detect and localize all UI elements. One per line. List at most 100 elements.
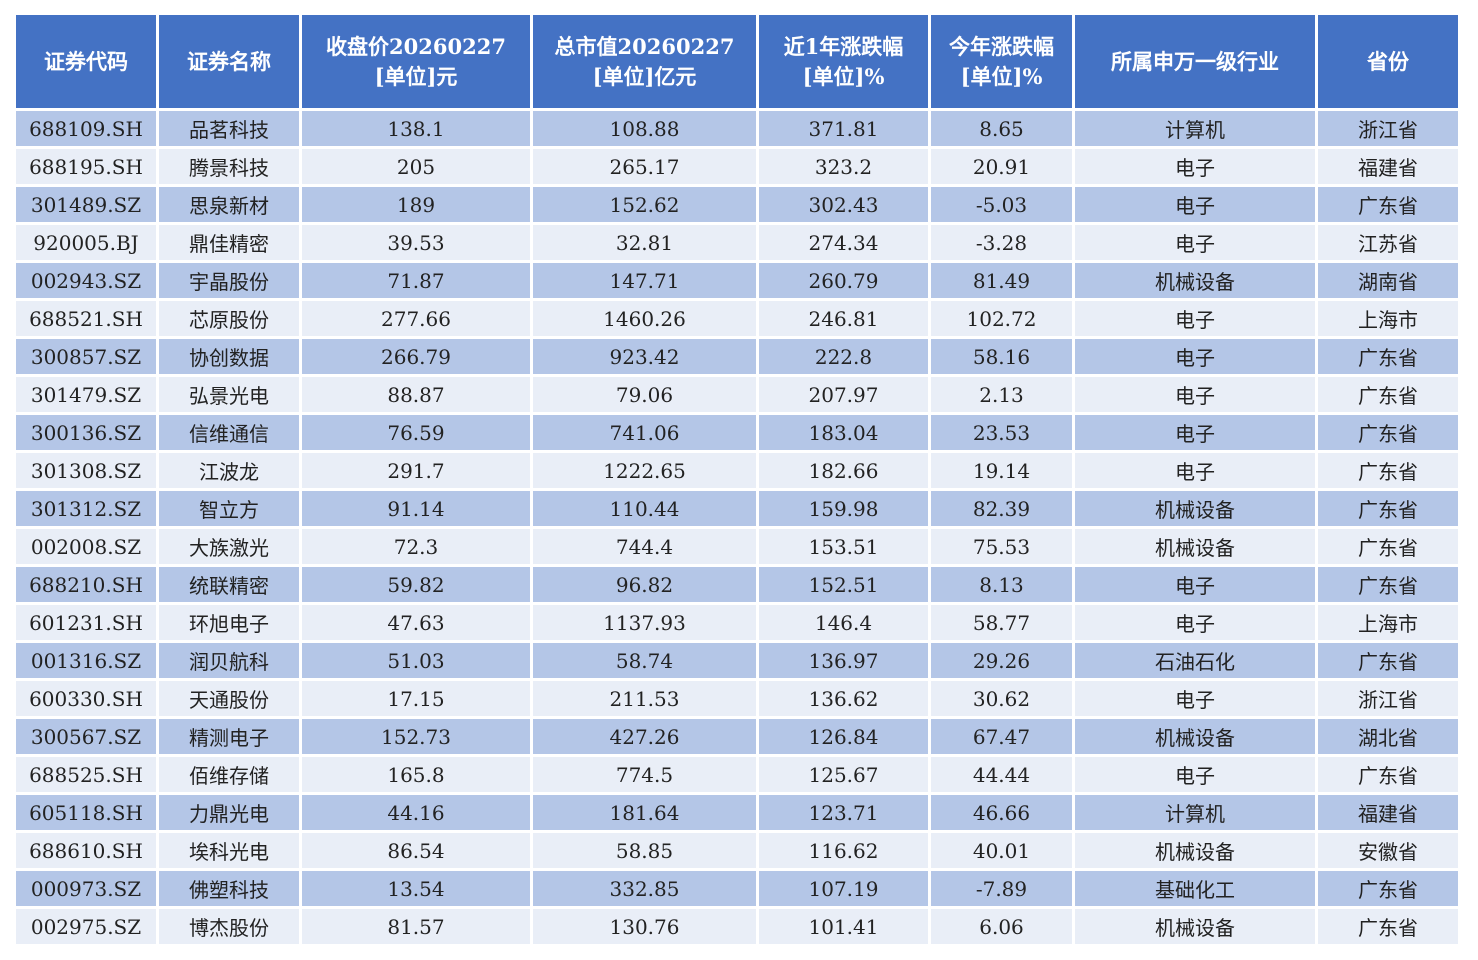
table-cell: 23.53 <box>931 415 1072 450</box>
table-cell: 277.66 <box>302 301 530 336</box>
table-row: 688525.SH 佰维存储 165.8 774.5 125.67 44.44 电子 广东省 <box>16 757 1458 792</box>
table-row: 300857.SZ 协创数据 266.79 923.42 222.8 58.16 电子 广东省 <box>16 339 1458 374</box>
table-cell: 130.76 <box>533 909 756 944</box>
table-row: 000973.SZ 佛塑科技 13.54 332.85 107.19 -7.89 基础化工广… <box>16 871 1458 906</box>
table-cell: 110.44 <box>533 491 756 526</box>
table-cell: 58.85 <box>533 833 756 868</box>
table-cell: 136.97 <box>759 643 928 678</box>
table-cell: 274.34 <box>759 225 928 260</box>
table-cell: 力鼎光电 <box>159 795 299 830</box>
table-cell: 002975.SZ <box>16 909 156 944</box>
table-cell: 427.26 <box>533 719 756 754</box>
table-cell: 湖南省 <box>1318 263 1458 298</box>
table-cell: 211.53 <box>533 681 756 716</box>
table-cell: 207.97 <box>759 377 928 412</box>
table-cell: 埃科光电 <box>159 833 299 868</box>
table-row: 688210.SH 统联精密 59.82 96.82 152.51 8.13 电子 广东省 <box>16 567 1458 602</box>
table-cell: 159.98 <box>759 491 928 526</box>
table-cell: 机械设备 <box>1075 491 1315 526</box>
table-cell: 301312.SZ <box>16 491 156 526</box>
table-cell: 260.79 <box>759 263 928 298</box>
table-cell: 001316.SZ <box>16 643 156 678</box>
table-cell: 332.85 <box>533 871 756 906</box>
table-cell: 002008.SZ <box>16 529 156 564</box>
table-cell: 广东省 <box>1318 415 1458 450</box>
table-cell: 183.04 <box>759 415 928 450</box>
table-cell: 46.66 <box>931 795 1072 830</box>
table-cell: 39.53 <box>302 225 530 260</box>
table-cell: 广东省 <box>1318 871 1458 906</box>
table-cell: 774.5 <box>533 757 756 792</box>
table-cell: 291.7 <box>302 453 530 488</box>
table-cell: 744.4 <box>533 529 756 564</box>
table-cell: 58.16 <box>931 339 1072 374</box>
table-cell: 计算机 <box>1075 111 1315 146</box>
table-cell: 8.65 <box>931 111 1072 146</box>
table-cell: 29.26 <box>931 643 1072 678</box>
table-cell: 101.41 <box>759 909 928 944</box>
table-cell: 电子 <box>1075 605 1315 640</box>
table-cell: 2.13 <box>931 377 1072 412</box>
table-cell: -3.28 <box>931 225 1072 260</box>
table-row: 301312.SZ 智立方 91.14 110.44 159.98 82.39 机械设备 广东… <box>16 491 1458 526</box>
table-cell: 91.14 <box>302 491 530 526</box>
table-cell: 44.44 <box>931 757 1072 792</box>
table-cell: 1222.65 <box>533 453 756 488</box>
table-cell: 江苏省 <box>1318 225 1458 260</box>
table-cell: 96.82 <box>533 567 756 602</box>
table-cell: 电子 <box>1075 453 1315 488</box>
table-cell: 75.53 <box>931 529 1072 564</box>
table-body: 688109.SH 品茗科技 138.1 108.88 371.81 8.65 计算机 浙江省… <box>16 111 1458 944</box>
table-cell: 广东省 <box>1318 453 1458 488</box>
header-cell: 近1年涨跌幅 [单位]% <box>759 15 928 108</box>
table-cell: 265.17 <box>533 149 756 184</box>
table-cell: 136.62 <box>759 681 928 716</box>
table-cell: 47.63 <box>302 605 530 640</box>
table-cell: 71.87 <box>302 263 530 298</box>
table-cell: 58.74 <box>533 643 756 678</box>
table-cell: 大族激光 <box>159 529 299 564</box>
table-cell: 19.14 <box>931 453 1072 488</box>
table-cell: 301479.SZ <box>16 377 156 412</box>
table-cell: 126.84 <box>759 719 928 754</box>
table-cell: 688525.SH <box>16 757 156 792</box>
table-cell: 152.73 <box>302 719 530 754</box>
table-cell: 146.4 <box>759 605 928 640</box>
table-cell: 上海市 <box>1318 605 1458 640</box>
table-cell: 电子 <box>1075 415 1315 450</box>
table-cell: 福建省 <box>1318 149 1458 184</box>
table-cell: 机械设备 <box>1075 833 1315 868</box>
table-row: 688195.SH 腾景科技 205 265.17 323.2 20.91 电子 福建省 <box>16 149 1458 184</box>
table-cell: 电子 <box>1075 757 1315 792</box>
header-cell: 总市值20260227 [单位]亿元 <box>533 15 756 108</box>
table-cell: 机械设备 <box>1075 529 1315 564</box>
table-cell: 17.15 <box>302 681 530 716</box>
table-cell: 81.49 <box>931 263 1072 298</box>
table-row: 920005.BJ 鼎佳精密 39.53 32.81 274.34 -3.28 电子 江苏省 <box>16 225 1458 260</box>
table-row: 301479.SZ 弘景光电 88.87 79.06 207.97 2.13 电子 广东省 <box>16 377 1458 412</box>
table-cell: 107.19 <box>759 871 928 906</box>
table-cell: 181.64 <box>533 795 756 830</box>
table-cell: 电子 <box>1075 301 1315 336</box>
table-cell: 102.72 <box>931 301 1072 336</box>
table-cell: 688521.SH <box>16 301 156 336</box>
table-cell: 40.01 <box>931 833 1072 868</box>
table-cell: 688610.SH <box>16 833 156 868</box>
table-cell: 广东省 <box>1318 643 1458 678</box>
table-cell: 电子 <box>1075 377 1315 412</box>
table-cell: 32.81 <box>533 225 756 260</box>
table-row: 002975.SZ 博杰股份 81.57 130.76 101.41 6.06 机械设备 广东… <box>16 909 1458 944</box>
table-cell: 923.42 <box>533 339 756 374</box>
table-cell: 108.88 <box>533 111 756 146</box>
table-cell: 润贝航科 <box>159 643 299 678</box>
table-cell: 1460.26 <box>533 301 756 336</box>
table-cell: 323.2 <box>759 149 928 184</box>
table-cell: 机械设备 <box>1075 909 1315 944</box>
table-cell: 147.71 <box>533 263 756 298</box>
table-cell: 福建省 <box>1318 795 1458 830</box>
table-cell: 广东省 <box>1318 339 1458 374</box>
table-cell: 弘景光电 <box>159 377 299 412</box>
table-cell: 1137.93 <box>533 605 756 640</box>
table-cell: 222.8 <box>759 339 928 374</box>
table-cell: 品茗科技 <box>159 111 299 146</box>
